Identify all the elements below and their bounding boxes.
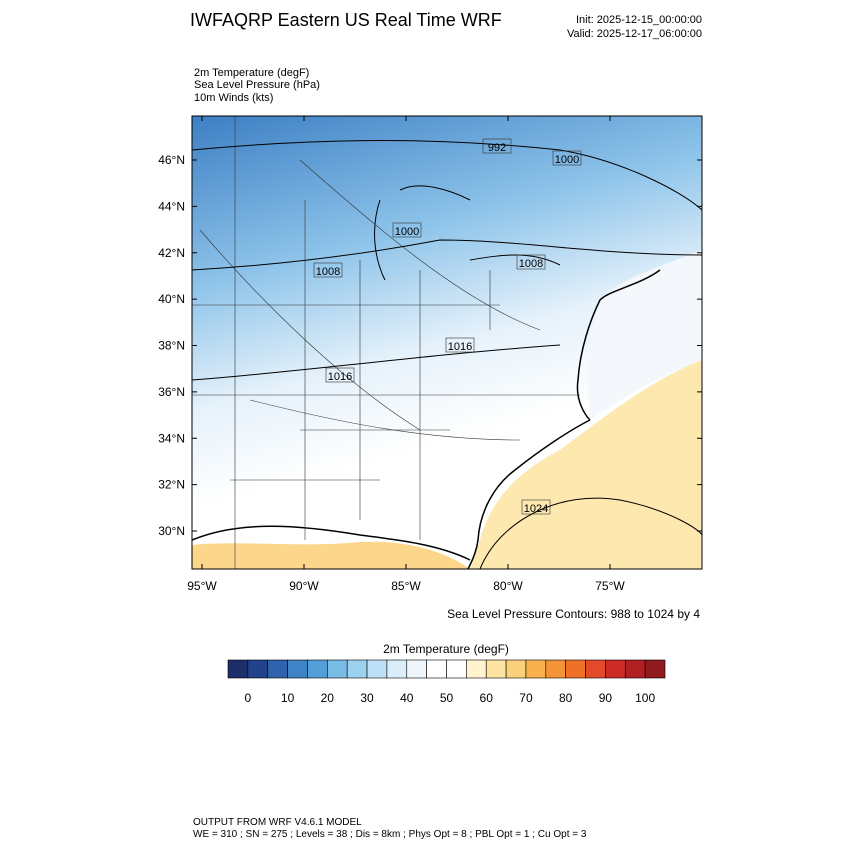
- contour-label-box: [392, 222, 422, 238]
- lat-tick-label: 30°N: [158, 524, 185, 538]
- colorbar-box: [446, 659, 467, 679]
- valid-time: Valid: 2025-12-17_06:00:00: [567, 28, 702, 40]
- colorbar-tick-label: 90: [599, 691, 613, 705]
- lat-tick-label: 42°N: [158, 246, 185, 260]
- lon-tick-label: 85°W: [391, 579, 421, 593]
- footer-line: WE = 310 ; SN = 275 ; Levels = 38 ; Dis …: [193, 829, 587, 840]
- colorbar-box: [386, 659, 408, 679]
- lon-tick-label: 80°W: [493, 579, 523, 593]
- colorbar-box: [585, 659, 606, 679]
- contour-label: 1016: [328, 371, 352, 383]
- colorbar-box: [366, 659, 388, 679]
- colorbar-tick-label: 100: [635, 691, 655, 705]
- colorbar-tick-label: 0: [245, 691, 252, 705]
- contour-label-box: [445, 337, 475, 353]
- map-area: [192, 116, 702, 569]
- colorbar-tick-label: 10: [281, 691, 295, 705]
- lat-tick-label: 34°N: [158, 431, 185, 445]
- lat-tick-label: 44°N: [158, 199, 185, 213]
- colorbar-box: [327, 659, 348, 679]
- map-frame: [191, 115, 703, 570]
- contour-label-box: [552, 150, 582, 166]
- init-time: Init: 2025-12-15_00:00:00: [576, 14, 702, 26]
- field-label: 10m Winds (kts): [194, 92, 273, 104]
- colorbar-box: [485, 659, 507, 679]
- colorbar-box: [287, 659, 308, 679]
- contour-label-box: [516, 254, 546, 270]
- colorbar-box: [267, 659, 288, 679]
- colorbar-tick-label: 30: [360, 691, 374, 705]
- contour-label: 992: [488, 142, 506, 154]
- contour-label-box: [325, 367, 355, 383]
- lat-tick-label: 38°N: [158, 339, 185, 353]
- colorbar-tick-label: 60: [480, 691, 494, 705]
- colorbar-box: [505, 659, 527, 679]
- colorbar-box: [466, 659, 487, 679]
- lat-tick-label: 32°N: [158, 478, 185, 492]
- colorbar-title: 2m Temperature (degF): [383, 642, 509, 656]
- colorbar-tick-label: 80: [559, 691, 573, 705]
- colorbar-box: [346, 659, 368, 679]
- colorbar-box: [545, 659, 566, 679]
- lon-tick-label: 90°W: [289, 579, 319, 593]
- footer-line: OUTPUT FROM WRF V4.6.1 MODEL: [193, 817, 362, 828]
- lon-tick-label: 75°W: [595, 579, 625, 593]
- contour-label-box: [313, 262, 343, 278]
- contour-label: 1008: [519, 258, 543, 270]
- colorbar-tick-label: 40: [400, 691, 414, 705]
- colorbar-box: [247, 659, 269, 679]
- contour-label-box: [521, 499, 551, 515]
- colorbar-tick-label: 70: [519, 691, 533, 705]
- lat-tick-label: 36°N: [158, 385, 185, 399]
- colorbar: 0 10 20 30 40 50 60 70 80 90 100: [227, 659, 666, 705]
- contour-label-box: [482, 138, 512, 154]
- lat-tick-label: 40°N: [158, 292, 185, 306]
- colorbar-box: [426, 659, 447, 679]
- contour-labels: 992 1000 1000 1008 1008 1016 1016 1024: [313, 138, 582, 515]
- colorbar-tick-label: 50: [440, 691, 454, 705]
- axes: 30°N 32°N 34°N 36°N 38°N 40°N 42°N 44°N 46°N 95°W…: [158, 116, 702, 593]
- colorbar-box: [605, 659, 626, 679]
- contour-label: 1000: [395, 226, 419, 238]
- title: IWFAQRP Eastern US Real Time WRF: [190, 10, 502, 30]
- lon-tick-label: 95°W: [187, 579, 217, 593]
- lat-tick-label: 46°N: [158, 153, 185, 167]
- colorbar-box: [565, 659, 586, 679]
- colorbar-box: [406, 659, 427, 679]
- colorbar-tick-label: 20: [321, 691, 335, 705]
- colorbar-box: [307, 659, 328, 679]
- contour-label: 1008: [316, 266, 340, 278]
- field-label: 2m Temperature (degF): [194, 67, 309, 79]
- contour-label: 1000: [555, 154, 579, 166]
- contour-label: 1024: [524, 503, 548, 515]
- contour-label: 1016: [448, 341, 472, 353]
- colorbar-box: [624, 659, 646, 679]
- colorbar-box: [525, 659, 547, 679]
- field-label: Sea Level Pressure (hPa): [194, 79, 320, 91]
- colorbar-box: [644, 659, 666, 679]
- colorbar-box: [227, 659, 249, 679]
- contour-note: Sea Level Pressure Contours: 988 to 1024…: [447, 607, 700, 621]
